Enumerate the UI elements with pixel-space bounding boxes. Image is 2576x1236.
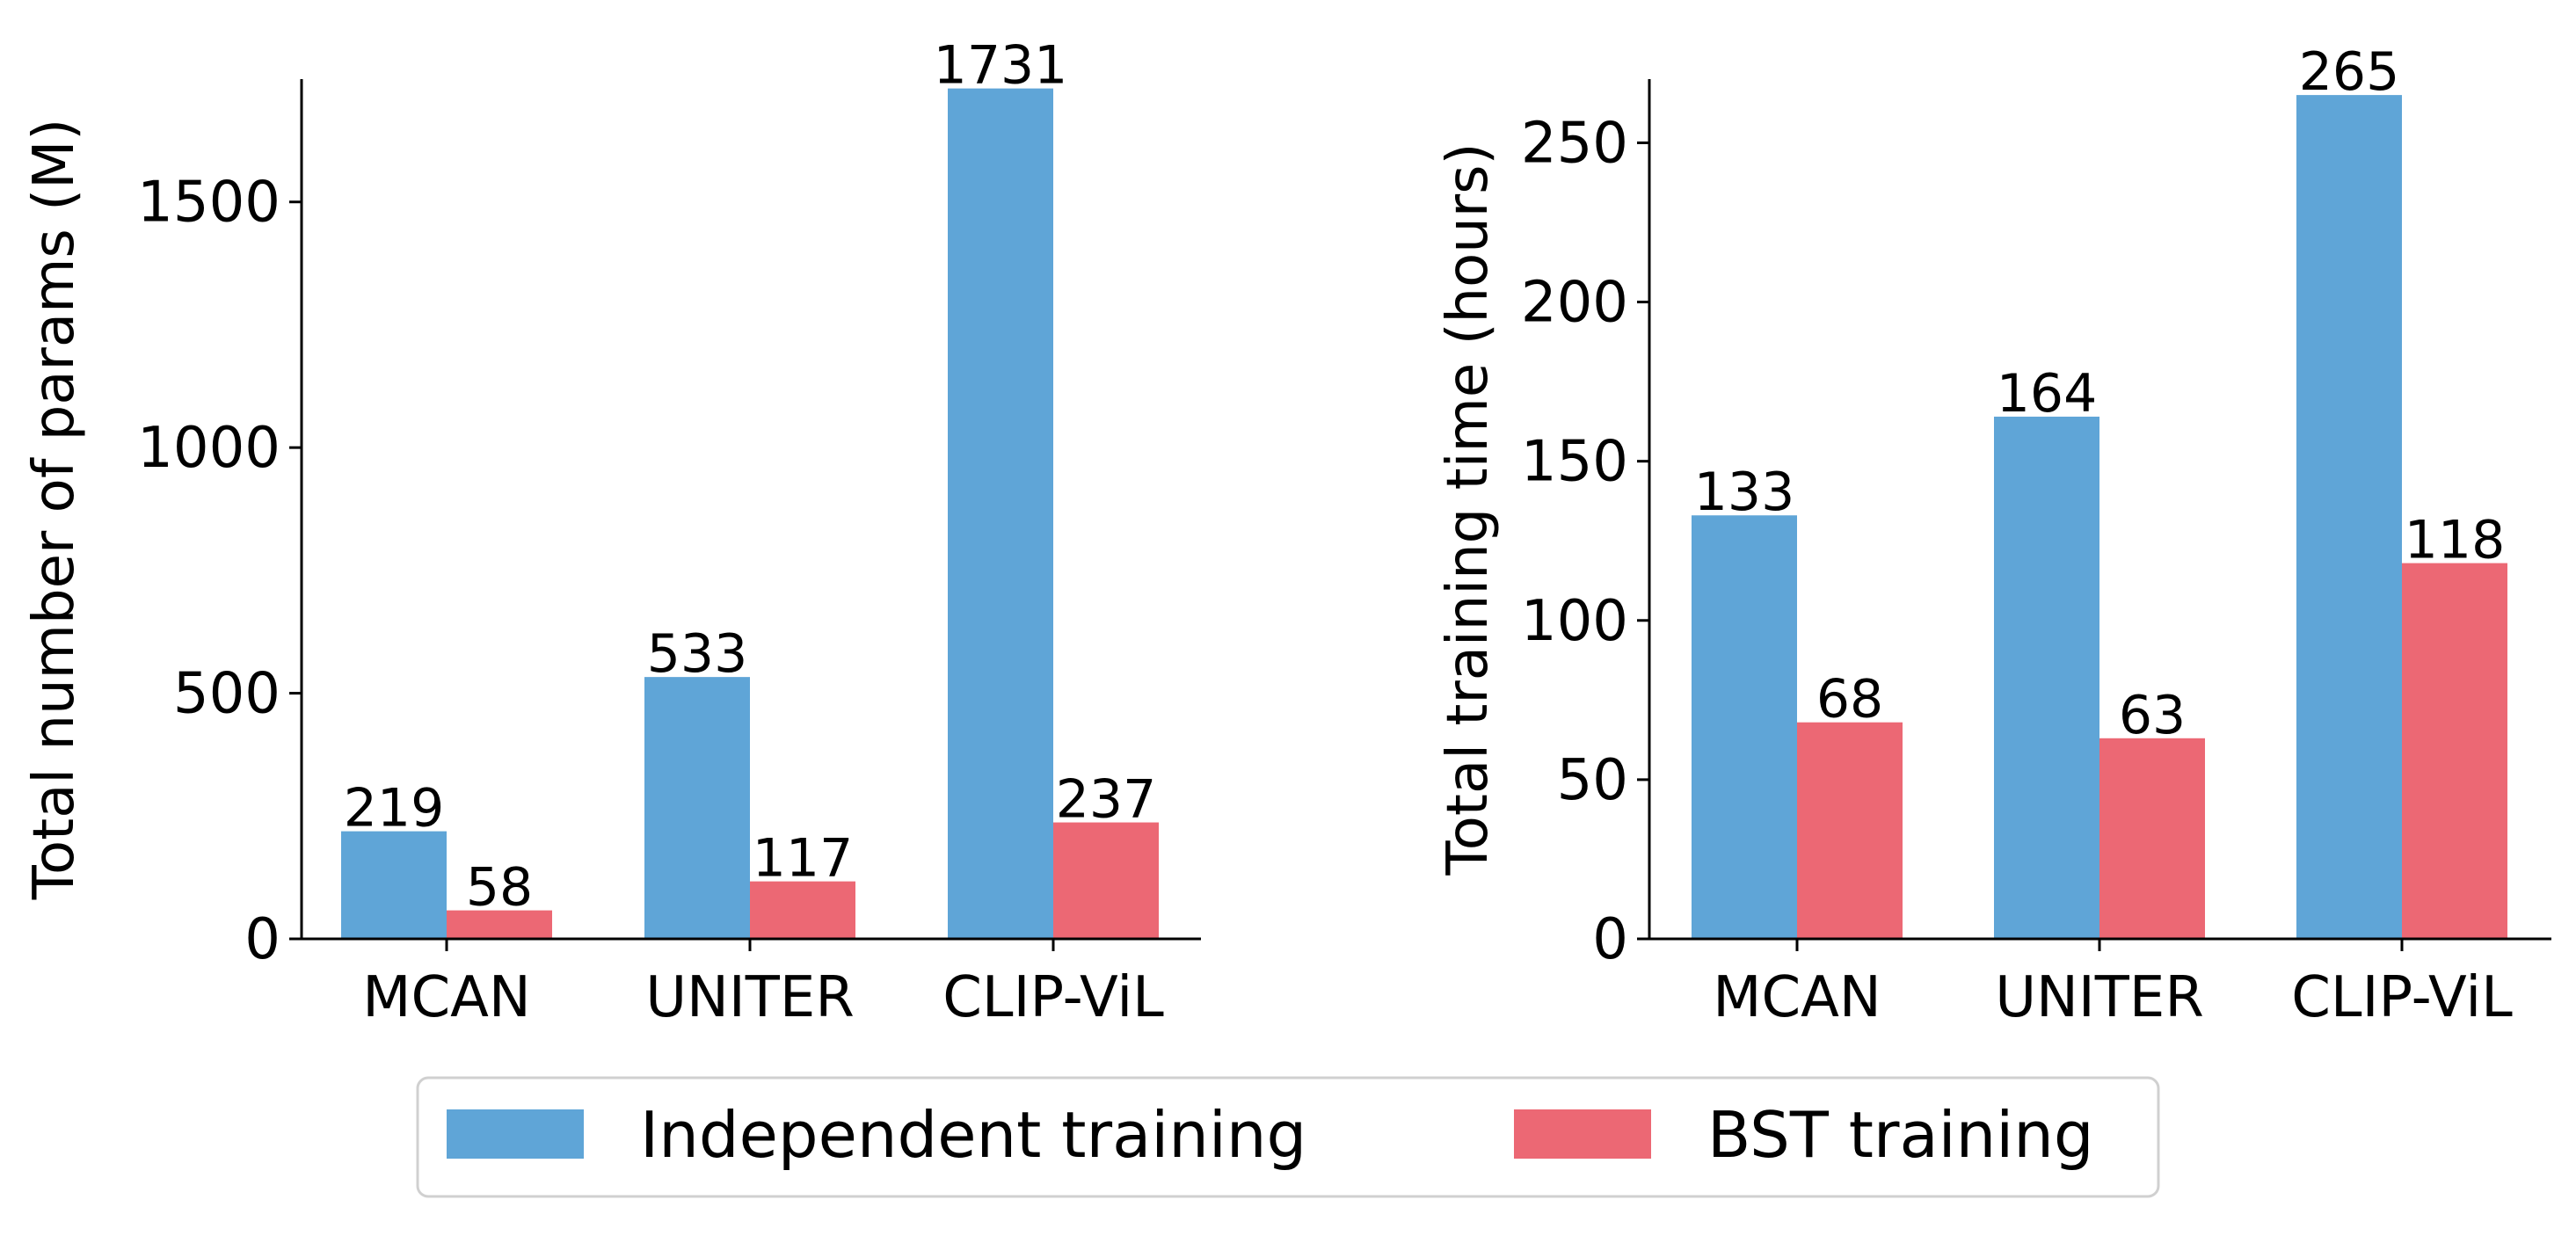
data-label-bst-mcan: 68 — [1816, 669, 1883, 731]
y-tick-label: 250 — [1521, 111, 1628, 176]
legend-label-bst: BST training — [1707, 1098, 2094, 1172]
params-chart: 219 533 1731 58 117 237 0 500 1000 1500 MCAN UNITER… — [22, 35, 1201, 1030]
bar-independent-uniter — [1994, 416, 2099, 939]
x-tick-label-clip-vil: CLIP-ViL — [942, 965, 1164, 1030]
training-time-chart: 133 164 265 68 63 118 0 50 100 150 200 250 MCAN UNITE… — [1436, 41, 2551, 1030]
legend-swatch-bst — [1514, 1109, 1651, 1159]
y-tick-label: 0 — [244, 907, 280, 972]
legend: Independent training BST training — [416, 1076, 2160, 1198]
bar-independent-mcan — [341, 831, 447, 939]
data-label-independent-mcan: 219 — [344, 778, 445, 840]
bar-independent-clip-vil — [2296, 95, 2402, 940]
x-tick-label-clip-vil: CLIP-ViL — [2291, 965, 2513, 1030]
data-label-bst-uniter: 117 — [753, 828, 854, 890]
data-label-independent-uniter: 164 — [1997, 363, 2098, 425]
bar-bst-uniter — [2099, 738, 2205, 939]
bar-bst-mcan — [1797, 722, 1903, 939]
bar-bst-uniter — [750, 881, 855, 939]
legend-label-independent: Independent training — [640, 1098, 1306, 1172]
y-tick-label: 1000 — [137, 416, 280, 481]
bar-bst-clip-vil — [1053, 822, 1159, 939]
y-tick-label: 50 — [1557, 748, 1628, 813]
y-tick-label: 100 — [1521, 589, 1628, 654]
data-label-bst-clip-vil: 118 — [2405, 510, 2506, 571]
data-label-independent-clip-vil: 265 — [2299, 41, 2400, 103]
data-label-bst-uniter: 63 — [2119, 685, 2186, 746]
y-axis-label: Total training time (hours) — [1436, 143, 1501, 876]
bar-independent-clip-vil — [948, 88, 1053, 939]
data-label-bst-mcan: 58 — [466, 857, 533, 919]
data-label-bst-clip-vil: 237 — [1056, 769, 1157, 831]
bar-independent-mcan — [1692, 515, 1797, 939]
x-tick-label-uniter: UNITER — [645, 965, 855, 1030]
data-label-independent-uniter: 533 — [647, 623, 748, 685]
data-label-independent-mcan: 133 — [1694, 462, 1795, 523]
y-tick-label: 150 — [1521, 430, 1628, 495]
y-tick-label: 200 — [1521, 271, 1628, 336]
y-axis-label: Total number of params (M) — [22, 119, 87, 901]
bar-bst-mcan — [447, 910, 552, 939]
x-tick-label-mcan: MCAN — [1713, 965, 1881, 1030]
x-tick-label-uniter: UNITER — [1995, 965, 2204, 1030]
y-tick-label: 500 — [173, 662, 280, 727]
legend-swatch-independent — [447, 1109, 584, 1159]
y-tick-label: 0 — [1592, 907, 1628, 972]
bar-independent-uniter — [644, 677, 750, 939]
x-tick-label-mcan: MCAN — [362, 965, 531, 1030]
data-label-independent-clip-vil: 1731 — [934, 35, 1068, 97]
bar-bst-clip-vil — [2402, 563, 2507, 939]
y-tick-label: 1500 — [137, 171, 280, 236]
legend-frame — [416, 1076, 2160, 1198]
